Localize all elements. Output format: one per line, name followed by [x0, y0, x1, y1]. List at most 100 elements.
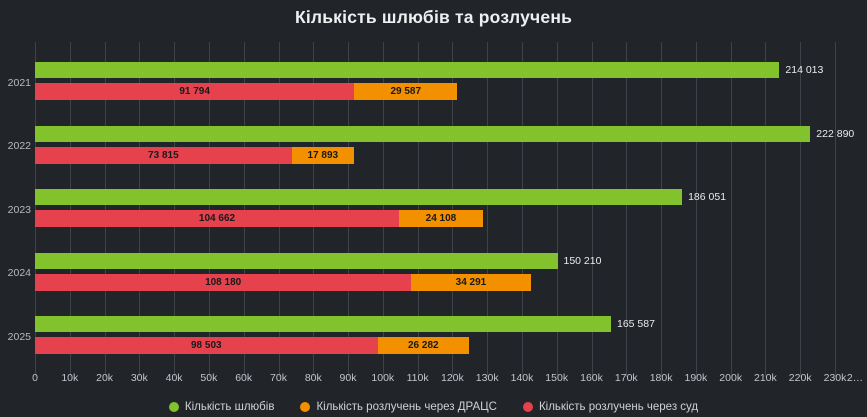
x-tick-label: 70k: [270, 372, 287, 384]
bar-group-2023: 186 051: [35, 189, 867, 205]
x-tick-label: 100k: [371, 372, 395, 384]
divorces-court-segment-2023[interactable]: 104 662: [35, 210, 399, 227]
divorces-registry-segment-2024[interactable]: 34 291: [411, 273, 531, 291]
gridline: [522, 42, 523, 377]
gridline: [382, 42, 384, 377]
divorces-court-segment-2024[interactable]: 108 180: [35, 273, 412, 291]
marriages-value-2024: 150 210: [563, 254, 602, 267]
x-tick-label: 90k: [339, 372, 357, 384]
marriages-bar-2021[interactable]: [35, 62, 780, 78]
divorces-court-value-2025: 98 503: [191, 340, 222, 351]
divorces-bar-group-2022: 73 815 17 893: [35, 146, 867, 164]
legend-marker-icon: [168, 402, 179, 412]
divorces-court-value-2023: 104 662: [198, 213, 236, 224]
divorces-court-segment-2025[interactable]: 98 503: [35, 337, 378, 354]
x-tick-label: 110k: [406, 372, 429, 384]
legend: Кількість шлюбів Кількість розлучень чере…: [0, 401, 867, 413]
x-tick-label: 190k: [684, 372, 708, 384]
gridline: [730, 42, 732, 377]
divorces-court-value-2021: 91 794: [179, 86, 210, 97]
legend-item-0[interactable]: Кількість шлюбів: [168, 401, 274, 413]
x-tick-label: 50k: [200, 372, 218, 384]
divorces-registry-segment-2021[interactable]: 29 587: [354, 83, 458, 100]
gridline: [835, 42, 836, 377]
divorces-registry-value-2021: 29 587: [390, 86, 422, 97]
gridline: [243, 42, 245, 377]
gridline: [313, 42, 315, 377]
marriages-value-2021: 214 013: [785, 64, 824, 76]
x-tick-label: 120k: [441, 372, 464, 384]
gridline: [487, 42, 489, 377]
gridline: [139, 42, 141, 377]
category-label-2022: 2022: [7, 140, 31, 152]
x-tick-label: 200k: [719, 372, 743, 384]
plot-area: 214 013 91 794 29 587 222 890 73 815 17 893 18…: [35, 42, 867, 377]
divorces-registry-value-2024: 34 291: [455, 276, 487, 288]
category-label-2021: 2021: [7, 76, 31, 89]
category-label-2025: 2025: [7, 330, 31, 343]
marriages-bar-2025[interactable]: [35, 316, 611, 332]
category-label-2024: 2024: [7, 267, 31, 279]
x-tick-label: 210k: [754, 372, 777, 384]
gridline: [452, 42, 454, 377]
chart-title: Кількість шлюбів та розлучень: [294, 7, 573, 27]
x-tick-label: 20k: [96, 372, 114, 384]
legend-marker-icon: [300, 402, 311, 412]
x-tick-label: 230k: [823, 372, 847, 384]
divorces-court-value-2024: 108 180: [205, 276, 242, 288]
gridline: [35, 42, 36, 377]
marriages-bar-2023[interactable]: [35, 189, 683, 205]
gridline: [800, 42, 802, 377]
divorces-registry-value-2022: 17 893: [307, 149, 339, 161]
x-tick-label: 0: [32, 372, 38, 384]
gridline: [208, 42, 210, 377]
legend-item-2[interactable]: Кількість розлучень через суд: [522, 401, 699, 413]
gridline: [278, 42, 280, 377]
divorces-registry-segment-2025[interactable]: 26 282: [377, 337, 469, 354]
divorces-registry-segment-2023[interactable]: 24 108: [399, 210, 483, 227]
gridline: [174, 42, 176, 377]
x-tick-label: 10k: [61, 372, 79, 384]
divorces-registry-value-2025: 26 282: [407, 340, 439, 351]
bar-group-2022: 222 890: [35, 125, 867, 142]
x-tick-label: 2…: [846, 372, 864, 384]
x-tick-label: 40k: [165, 372, 183, 384]
x-tick-label: 170k: [614, 372, 638, 384]
x-tick-label: 160k: [580, 372, 603, 384]
bar-group-2025: 165 587: [35, 316, 867, 332]
gridline: [695, 42, 697, 377]
divorces-bar-group-2023: 104 662 24 108: [35, 210, 867, 227]
gridline: [417, 42, 419, 377]
marriages-bar-2024[interactable]: [35, 252, 558, 269]
bar-group-2021: 214 013: [35, 62, 867, 78]
x-tick-label: 130k: [475, 372, 499, 384]
legend-label: Кількість розлучень через ДРАЦС: [316, 401, 497, 413]
gridline: [348, 42, 349, 377]
x-tick-label: 180k: [649, 372, 673, 384]
marriages-value-2025: 165 587: [617, 318, 655, 330]
x-tick-label: 80k: [304, 372, 322, 384]
legend-label: Кількість розлучень через суд: [538, 401, 699, 413]
gridline: [556, 42, 558, 377]
bar-group-2024: 150 210: [35, 252, 867, 269]
x-tick-label: 150k: [545, 372, 569, 384]
gridline: [591, 42, 593, 377]
marriages-value-2022: 222 890: [816, 127, 855, 140]
x-tick-label: 140k: [510, 372, 534, 384]
divorces-registry-value-2023: 24 108: [425, 213, 457, 224]
x-tick-label: 220k: [788, 372, 812, 384]
divorces-court-segment-2021[interactable]: 91 794: [35, 83, 355, 100]
marriages-bar-2022[interactable]: [35, 125, 811, 142]
marriages-value-2023: 186 051: [688, 191, 727, 203]
legend-marker-icon: [522, 402, 533, 412]
category-label-2023: 2023: [7, 203, 31, 216]
divorces-court-segment-2022[interactable]: 73 815: [35, 146, 292, 164]
divorces-bar-group-2025: 98 503 26 282: [35, 337, 867, 354]
gridline: [661, 42, 663, 377]
divorces-court-value-2022: 73 815: [148, 149, 179, 161]
x-tick-label: 60k: [235, 372, 253, 384]
gridline: [626, 42, 628, 377]
legend-item-1[interactable]: Кількість розлучень через ДРАЦС: [300, 401, 497, 413]
divorces-registry-segment-2022[interactable]: 17 893: [291, 146, 354, 164]
